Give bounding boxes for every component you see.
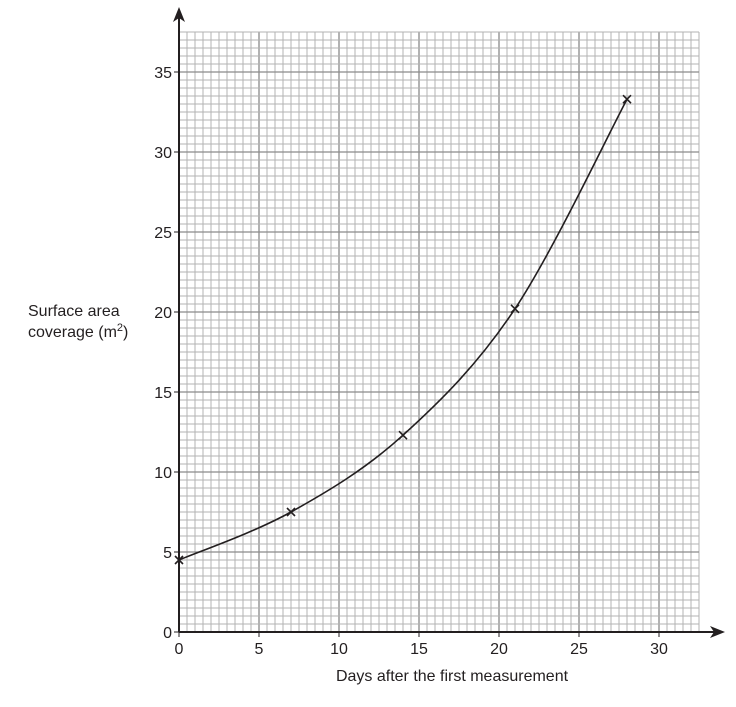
graph-paper-grid xyxy=(178,31,700,633)
x-tick-label: 10 xyxy=(330,641,348,658)
x-tick-label: 30 xyxy=(650,641,668,658)
y-tick-label: 0 xyxy=(163,625,172,642)
y-axis-title-line1: Surface area xyxy=(28,303,120,320)
cross-marker-icon xyxy=(622,94,632,104)
y-tick-label: 20 xyxy=(154,305,172,322)
axes xyxy=(173,7,725,638)
cross-marker-icon xyxy=(174,555,184,565)
cross-marker-icon xyxy=(398,430,408,440)
data-markers xyxy=(174,94,632,565)
cross-marker-icon xyxy=(510,304,520,314)
x-tick-label: 25 xyxy=(570,641,588,658)
x-axis-arrow-icon xyxy=(710,626,725,638)
y-axis-title-superscript: 2 xyxy=(117,322,123,334)
x-axis-title: Days after the first measurement xyxy=(336,668,569,685)
data-curve xyxy=(178,98,628,561)
cross-marker-icon xyxy=(286,507,296,517)
y-tick-label: 5 xyxy=(163,545,172,562)
curve-path xyxy=(178,98,628,561)
x-tick-label: 20 xyxy=(490,641,508,658)
y-axis-title-prefix: coverage (m xyxy=(28,324,117,341)
y-tick-label: 15 xyxy=(154,385,172,402)
y-tick-label: 10 xyxy=(154,465,172,482)
y-axis-title-line2: coverage (m2) xyxy=(28,322,128,341)
x-tick-label: 15 xyxy=(410,641,428,658)
y-tick-label: 30 xyxy=(154,145,172,162)
y-axis-arrow-icon xyxy=(173,7,185,22)
y-axis-title-suffix: ) xyxy=(123,324,128,341)
x-tick-label: 5 xyxy=(255,641,264,658)
x-tick-label: 0 xyxy=(175,641,184,658)
axis-ticks: 0 5 10 15 20 25 30 0 5 10 15 20 25 30 35 xyxy=(154,65,668,658)
y-tick-label: 35 xyxy=(154,65,172,82)
y-tick-label: 25 xyxy=(154,225,172,242)
